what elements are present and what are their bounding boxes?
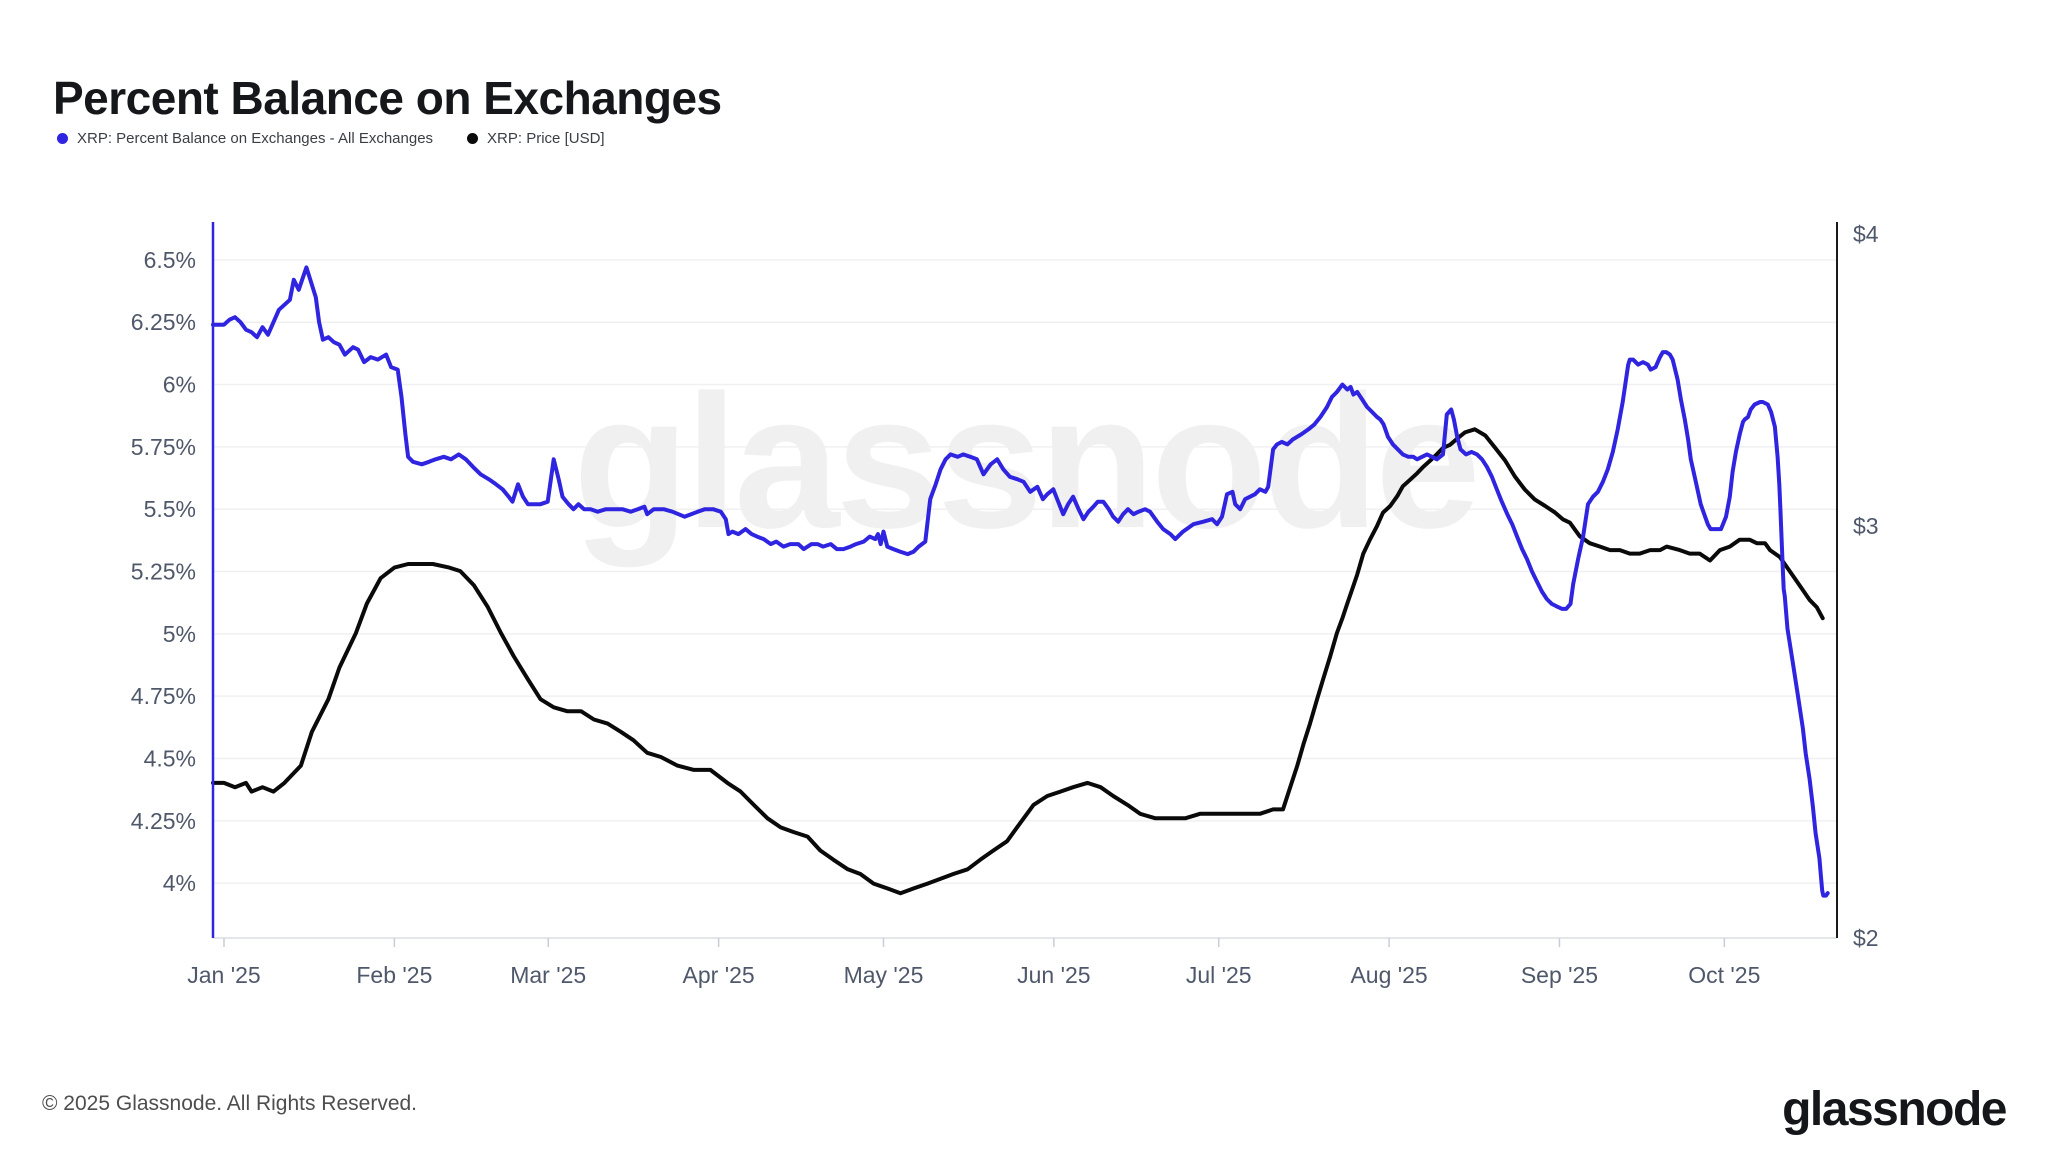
percent-tick-label: 4% xyxy=(163,870,196,896)
month-tick-label: Feb '25 xyxy=(356,962,432,988)
month-tick-label: Jan '25 xyxy=(187,962,260,988)
month-tick-label: Oct '25 xyxy=(1688,962,1760,988)
price-tick-label: $2 xyxy=(1853,925,1879,951)
legend-label-price: XRP: Price [USD] xyxy=(487,130,605,147)
percent-tick-label: 4.25% xyxy=(131,808,196,834)
balance-series-dot-icon xyxy=(57,133,68,144)
percent-tick-label: 5.25% xyxy=(131,559,196,585)
month-tick-label: Aug '25 xyxy=(1350,962,1427,988)
legend-item-balance[interactable]: XRP: Percent Balance on Exchanges - All … xyxy=(57,130,433,147)
month-tick-label: Jun '25 xyxy=(1017,962,1090,988)
price-tick-label: $3 xyxy=(1853,513,1879,539)
price-series-line xyxy=(211,427,1825,896)
percent-tick-label: 5% xyxy=(163,621,196,647)
legend: XRP: Percent Balance on Exchanges - All … xyxy=(57,130,605,147)
month-tick-label: Apr '25 xyxy=(683,962,755,988)
price-series-dot-icon xyxy=(467,133,479,144)
watermark-text: glassnode xyxy=(573,356,1477,568)
percent-tick-label: 4.5% xyxy=(144,746,196,772)
month-tick-label: Jul '25 xyxy=(1186,962,1252,988)
percent-tick-label: 5.75% xyxy=(131,434,196,460)
glassnode-logo: glassnode xyxy=(1782,1083,2007,1136)
percent-tick-label: 6.25% xyxy=(131,309,196,335)
percent-tick-label: 5.5% xyxy=(144,496,196,522)
footer-copyright: © 2025 Glassnode. All Rights Reserved. xyxy=(42,1092,418,1115)
month-tick-label: May '25 xyxy=(844,962,924,988)
balance-series-line xyxy=(211,265,1830,898)
legend-item-price[interactable]: XRP: Price [USD] xyxy=(467,130,605,147)
percent-tick-label: 6% xyxy=(163,372,196,398)
legend-label-balance: XRP: Percent Balance on Exchanges - All … xyxy=(77,130,434,147)
month-tick-label: Sep '25 xyxy=(1521,962,1598,988)
percent-tick-label: 6.5% xyxy=(144,247,196,273)
month-tick-label: Mar '25 xyxy=(510,962,586,988)
percent-tick-label: 4.75% xyxy=(131,683,196,709)
price-tick-label: $4 xyxy=(1853,221,1879,247)
page-title: Percent Balance on Exchanges xyxy=(53,71,722,124)
